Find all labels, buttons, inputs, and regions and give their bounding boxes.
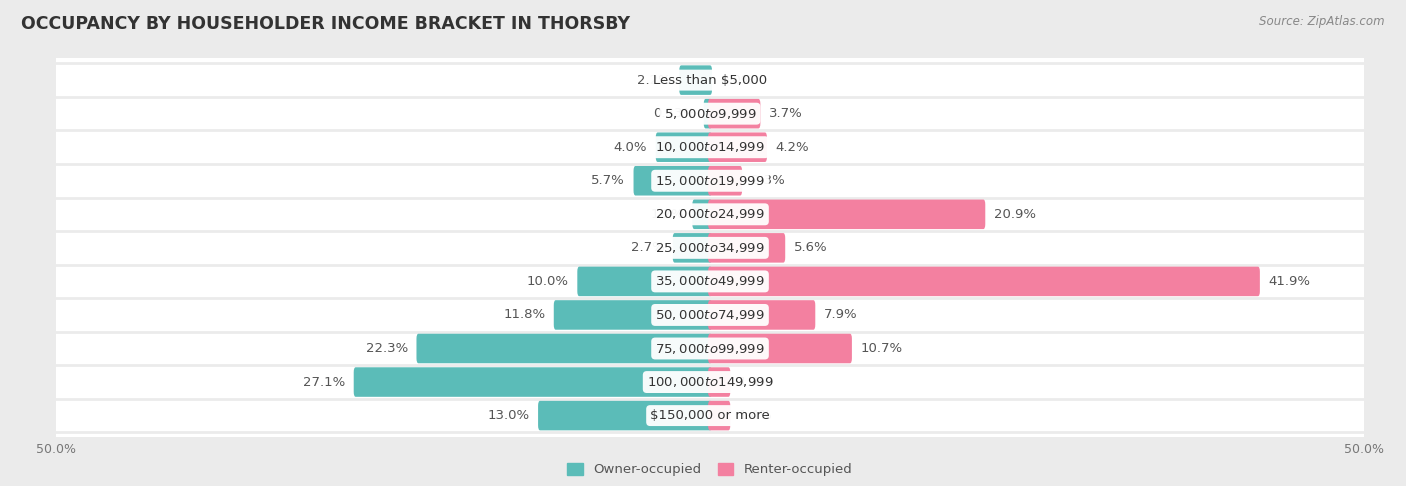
FancyBboxPatch shape [709, 401, 730, 431]
Text: 4.0%: 4.0% [614, 141, 647, 154]
Text: 3.7%: 3.7% [769, 107, 803, 120]
FancyBboxPatch shape [709, 300, 815, 330]
Text: 11.8%: 11.8% [503, 309, 546, 321]
Text: Source: ZipAtlas.com: Source: ZipAtlas.com [1260, 15, 1385, 28]
Text: OCCUPANCY BY HOUSEHOLDER INCOME BRACKET IN THORSBY: OCCUPANCY BY HOUSEHOLDER INCOME BRACKET … [21, 15, 630, 33]
Text: $100,000 to $149,999: $100,000 to $149,999 [647, 375, 773, 389]
FancyBboxPatch shape [655, 133, 711, 162]
FancyBboxPatch shape [709, 267, 1260, 296]
FancyBboxPatch shape [46, 188, 1374, 241]
FancyBboxPatch shape [46, 322, 1374, 375]
Text: 2.7%: 2.7% [630, 242, 664, 254]
Text: 22.3%: 22.3% [366, 342, 408, 355]
Text: 2.2%: 2.2% [637, 73, 671, 87]
Text: 4.2%: 4.2% [776, 141, 808, 154]
FancyBboxPatch shape [634, 166, 711, 195]
Text: $20,000 to $24,999: $20,000 to $24,999 [655, 208, 765, 221]
Text: 5.7%: 5.7% [592, 174, 626, 187]
Text: $5,000 to $9,999: $5,000 to $9,999 [664, 106, 756, 121]
FancyBboxPatch shape [692, 200, 711, 229]
Text: $75,000 to $99,999: $75,000 to $99,999 [655, 342, 765, 355]
FancyBboxPatch shape [46, 154, 1374, 208]
FancyBboxPatch shape [709, 367, 730, 397]
FancyBboxPatch shape [679, 65, 711, 95]
FancyBboxPatch shape [709, 233, 785, 262]
Text: $15,000 to $19,999: $15,000 to $19,999 [655, 174, 765, 188]
Text: 13.0%: 13.0% [488, 409, 530, 422]
Text: 27.1%: 27.1% [302, 376, 346, 388]
Text: 41.9%: 41.9% [1268, 275, 1310, 288]
Text: 5.6%: 5.6% [794, 242, 827, 254]
Text: 0.33%: 0.33% [654, 107, 695, 120]
Text: $25,000 to $34,999: $25,000 to $34,999 [655, 241, 765, 255]
FancyBboxPatch shape [46, 221, 1374, 275]
FancyBboxPatch shape [709, 99, 761, 128]
Text: 1.4%: 1.4% [738, 409, 772, 422]
Text: $50,000 to $74,999: $50,000 to $74,999 [655, 308, 765, 322]
Text: 10.0%: 10.0% [527, 275, 569, 288]
FancyBboxPatch shape [704, 99, 711, 128]
Text: $150,000 or more: $150,000 or more [650, 409, 770, 422]
FancyBboxPatch shape [672, 233, 711, 262]
FancyBboxPatch shape [46, 255, 1374, 308]
Text: 20.9%: 20.9% [994, 208, 1036, 221]
FancyBboxPatch shape [538, 401, 711, 431]
Text: 7.9%: 7.9% [824, 309, 858, 321]
Text: $10,000 to $14,999: $10,000 to $14,999 [655, 140, 765, 154]
Text: 10.7%: 10.7% [860, 342, 903, 355]
FancyBboxPatch shape [416, 334, 711, 363]
FancyBboxPatch shape [46, 355, 1374, 409]
FancyBboxPatch shape [354, 367, 711, 397]
Text: 0.0%: 0.0% [720, 73, 754, 87]
FancyBboxPatch shape [578, 267, 711, 296]
FancyBboxPatch shape [46, 288, 1374, 342]
Text: $35,000 to $49,999: $35,000 to $49,999 [655, 275, 765, 288]
FancyBboxPatch shape [46, 121, 1374, 174]
Text: Less than $5,000: Less than $5,000 [652, 73, 768, 87]
FancyBboxPatch shape [46, 53, 1374, 107]
FancyBboxPatch shape [46, 389, 1374, 442]
Text: 1.4%: 1.4% [738, 376, 772, 388]
FancyBboxPatch shape [709, 334, 852, 363]
Legend: Owner-occupied, Renter-occupied: Owner-occupied, Renter-occupied [567, 463, 853, 476]
FancyBboxPatch shape [709, 133, 766, 162]
Text: 2.3%: 2.3% [751, 174, 785, 187]
FancyBboxPatch shape [554, 300, 711, 330]
FancyBboxPatch shape [46, 87, 1374, 140]
Text: 1.2%: 1.2% [650, 208, 683, 221]
FancyBboxPatch shape [709, 166, 742, 195]
FancyBboxPatch shape [709, 200, 986, 229]
